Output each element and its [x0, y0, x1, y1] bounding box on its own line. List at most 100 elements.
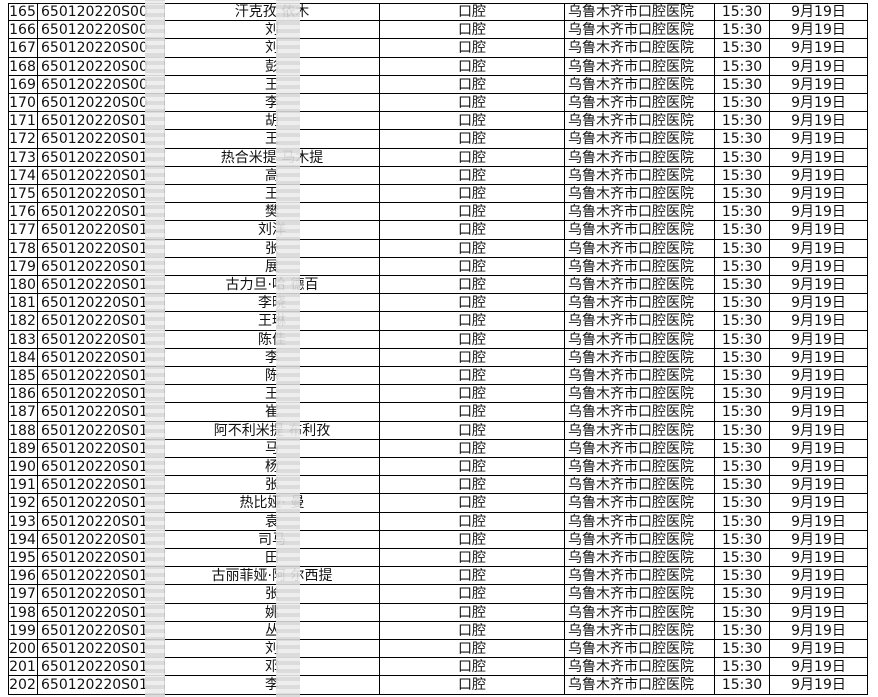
department-cell: 口腔: [380, 39, 565, 58]
time-cell: 15:30: [715, 621, 770, 640]
department-cell: 口腔: [380, 621, 565, 640]
row-number: 198: [8, 603, 38, 622]
date-cell: 9月19日: [770, 458, 868, 477]
hospital-cell: 乌鲁木齐市口腔医院: [565, 257, 715, 276]
row-number: 181: [8, 294, 38, 313]
date-cell: 9月19日: [770, 549, 868, 568]
time-cell: 15:30: [715, 130, 770, 149]
date-cell: 9月19日: [770, 658, 868, 677]
department-cell: 口腔: [380, 330, 565, 349]
time-cell: 15:30: [715, 530, 770, 549]
date-cell: 9月19日: [770, 57, 868, 76]
time-cell: 15:30: [715, 640, 770, 659]
time-cell: 15:30: [715, 476, 770, 495]
date-cell: 9月19日: [770, 367, 868, 386]
name-cell: 张: [165, 476, 380, 495]
department-cell: 口腔: [380, 603, 565, 622]
name-cell: 邓: [165, 658, 380, 677]
date-cell: 9月19日: [770, 148, 868, 167]
department-cell: 口腔: [380, 403, 565, 422]
date-cell: 9月19日: [770, 21, 868, 40]
hospital-cell: 乌鲁木齐市口腔医院: [565, 39, 715, 58]
time-cell: 15:30: [715, 458, 770, 477]
hospital-cell: 乌鲁木齐市口腔医院: [565, 549, 715, 568]
time-cell: 15:30: [715, 185, 770, 204]
hospital-cell: 乌鲁木齐市口腔医院: [565, 203, 715, 222]
name-cell: 李: [165, 348, 380, 367]
hospital-cell: 乌鲁木齐市口腔医院: [565, 294, 715, 313]
hospital-cell: 乌鲁木齐市口腔医院: [565, 585, 715, 604]
table-border: [8, 3, 868, 695]
time-cell: 15:30: [715, 367, 770, 386]
name-cell: 马: [165, 439, 380, 458]
time-cell: 15:30: [715, 348, 770, 367]
hospital-cell: 乌鲁木齐市口腔医院: [565, 640, 715, 659]
department-cell: 口腔: [380, 367, 565, 386]
department-cell: 口腔: [380, 676, 565, 695]
hospital-cell: 乌鲁木齐市口腔医院: [565, 276, 715, 295]
time-cell: 15:30: [715, 57, 770, 76]
name-cell: 胡: [165, 112, 380, 131]
department-cell: 口腔: [380, 148, 565, 167]
name-cell: 陈: [165, 367, 380, 386]
department-cell: 口腔: [380, 94, 565, 113]
time-cell: 15:30: [715, 257, 770, 276]
date-cell: 9月19日: [770, 439, 868, 458]
row-number: 183: [8, 330, 38, 349]
name-cell: 汗克孜 依木: [165, 3, 380, 22]
date-cell: 9月19日: [770, 166, 868, 185]
row-number: 172: [8, 130, 38, 149]
date-cell: 9月19日: [770, 603, 868, 622]
date-cell: 9月19日: [770, 257, 868, 276]
row-number: 190: [8, 458, 38, 477]
name-cell: 王: [165, 185, 380, 204]
date-cell: 9月19日: [770, 403, 868, 422]
department-cell: 口腔: [380, 130, 565, 149]
department-cell: 口腔: [380, 567, 565, 586]
department-cell: 口腔: [380, 421, 565, 440]
department-cell: 口腔: [380, 348, 565, 367]
time-cell: 15:30: [715, 421, 770, 440]
time-cell: 15:30: [715, 3, 770, 22]
row-number: 169: [8, 75, 38, 94]
hospital-cell: 乌鲁木齐市口腔医院: [565, 112, 715, 131]
row-number: 189: [8, 439, 38, 458]
time-cell: 15:30: [715, 166, 770, 185]
row-number: 171: [8, 112, 38, 131]
hospital-cell: 乌鲁木齐市口腔医院: [565, 403, 715, 422]
time-cell: 15:30: [715, 403, 770, 422]
department-cell: 口腔: [380, 257, 565, 276]
row-number: 180: [8, 276, 38, 295]
date-cell: 9月19日: [770, 112, 868, 131]
hospital-cell: 乌鲁木齐市口腔医院: [565, 221, 715, 240]
row-number: 170: [8, 94, 38, 113]
hospital-cell: 乌鲁木齐市口腔医院: [565, 603, 715, 622]
name-cell: 王: [165, 385, 380, 404]
date-cell: 9月19日: [770, 185, 868, 204]
time-cell: 15:30: [715, 312, 770, 331]
department-cell: 口腔: [380, 476, 565, 495]
mosaic: [145, 0, 165, 697]
row-number: 200: [8, 640, 38, 659]
date-cell: 9月19日: [770, 276, 868, 295]
row-number: 186: [8, 385, 38, 404]
row-number: 184: [8, 348, 38, 367]
hospital-cell: 乌鲁木齐市口腔医院: [565, 567, 715, 586]
name-cell: 高: [165, 166, 380, 185]
name-cell: 姚: [165, 603, 380, 622]
department-cell: 口腔: [380, 294, 565, 313]
time-cell: 15:30: [715, 112, 770, 131]
date-cell: 9月19日: [770, 39, 868, 58]
department-cell: 口腔: [380, 112, 565, 131]
name-cell: 田: [165, 549, 380, 568]
department-cell: 口腔: [380, 166, 565, 185]
department-cell: 口腔: [380, 530, 565, 549]
date-cell: 9月19日: [770, 348, 868, 367]
name-cell: 李晓: [165, 294, 380, 313]
hospital-cell: 乌鲁木齐市口腔医院: [565, 676, 715, 695]
hospital-cell: 乌鲁木齐市口腔医院: [565, 367, 715, 386]
row-number: 167: [8, 39, 38, 58]
date-cell: 9月19日: [770, 621, 868, 640]
date-cell: 9月19日: [770, 640, 868, 659]
